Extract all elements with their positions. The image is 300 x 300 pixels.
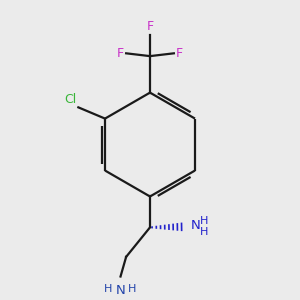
Text: Cl: Cl (65, 93, 77, 106)
Text: N: N (116, 284, 125, 297)
Text: H: H (104, 284, 113, 294)
Text: H: H (200, 227, 208, 237)
Text: N: N (191, 219, 200, 232)
Text: F: F (176, 47, 183, 60)
Text: F: F (117, 47, 124, 60)
Text: F: F (146, 20, 154, 33)
Text: H: H (200, 216, 208, 226)
Text: H: H (128, 284, 136, 294)
